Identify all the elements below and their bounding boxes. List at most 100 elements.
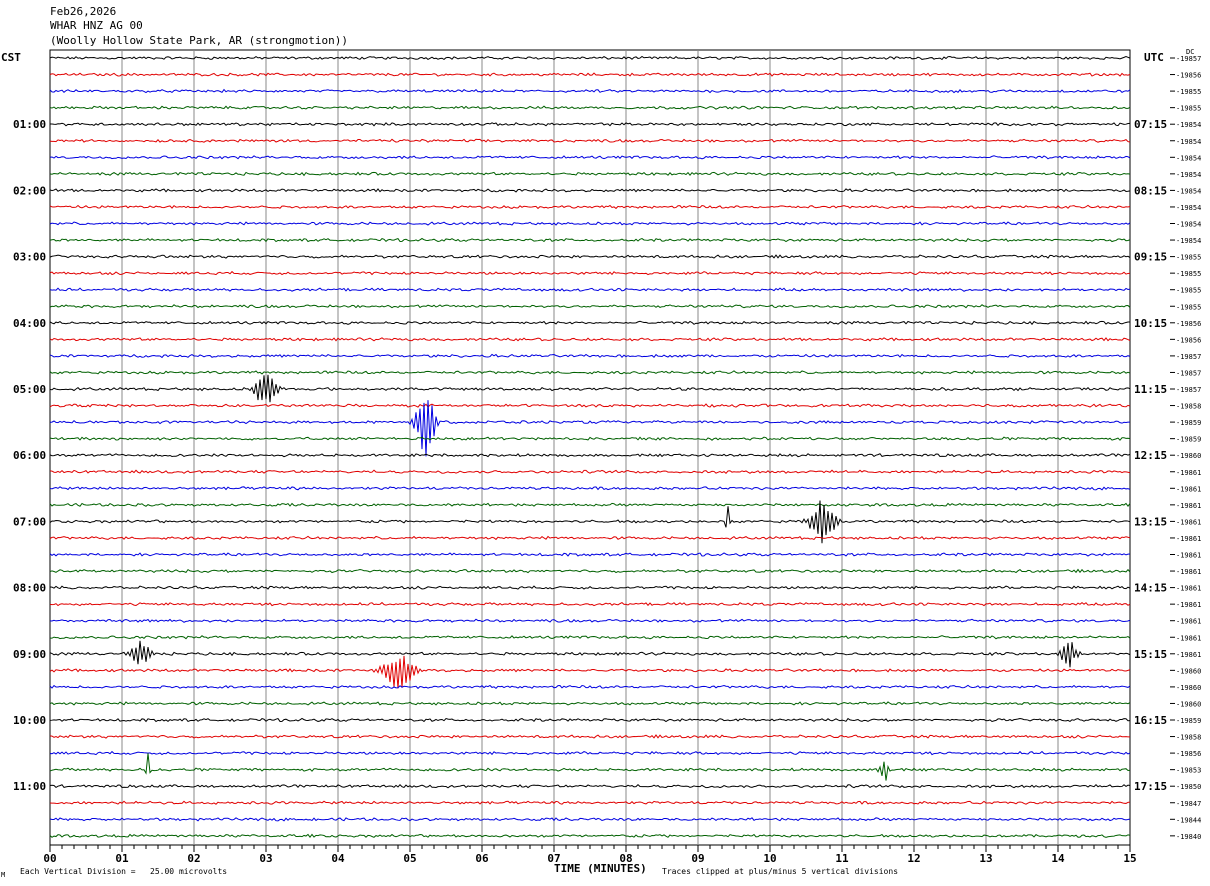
- dc-offset-label: -19858: [1176, 734, 1201, 742]
- dc-offset-label: -19855: [1176, 88, 1201, 96]
- dc-offset-label: -19855: [1176, 105, 1201, 113]
- dc-offset-label: -19861: [1176, 518, 1201, 526]
- dc-offset-label: -19860: [1176, 452, 1201, 460]
- seismic-trace: [49, 436, 1131, 441]
- utc-hour-label: 11:15: [1134, 383, 1167, 396]
- dc-offset-label: -19861: [1176, 535, 1201, 543]
- cst-hour-label: 11:00: [13, 780, 46, 793]
- seismic-trace: [49, 717, 1131, 723]
- seismic-trace: [49, 55, 1131, 61]
- vertical-scale-note: Each Vertical Division = 25.00 microvolt…: [20, 867, 228, 876]
- dc-offset-label: -19859: [1176, 436, 1201, 444]
- seismic-trace: [49, 817, 1131, 822]
- seismic-trace: [49, 270, 1131, 276]
- x-tick-label: 06: [475, 852, 489, 865]
- seismic-trace: [49, 370, 1131, 375]
- dc-offset-label: -19861: [1176, 552, 1201, 560]
- dc-offset-label: -19861: [1176, 618, 1201, 626]
- dc-offset-label: -19860: [1176, 700, 1201, 708]
- seismic-trace: [49, 287, 1131, 292]
- dc-offset-label: -19840: [1176, 833, 1201, 841]
- clipping-note: Traces clipped at plus/minus 5 vertical …: [662, 867, 899, 876]
- seismic-trace: [49, 204, 1131, 210]
- seismic-trace: [49, 655, 1131, 689]
- cst-hour-label: 07:00: [13, 515, 46, 528]
- timezone-right-label: UTC: [1144, 51, 1164, 64]
- x-axis-label: TIME (MINUTES): [554, 862, 647, 875]
- x-tick-label: 08: [619, 852, 632, 865]
- seismic-trace: [49, 750, 1131, 756]
- dc-offset-label: -19861: [1176, 634, 1201, 642]
- seismic-trace: [49, 469, 1131, 474]
- dc-offset-label: -19861: [1176, 568, 1201, 576]
- dc-offset-label: -19855: [1176, 254, 1201, 262]
- seismic-trace: [49, 138, 1131, 143]
- plot-frame: [49, 49, 1131, 846]
- seismic-trace: [49, 304, 1131, 309]
- seismic-trace: [49, 171, 1131, 177]
- seismic-trace: [49, 753, 1131, 781]
- x-tick-label: 09: [691, 852, 704, 865]
- seismic-trace: [49, 701, 1131, 706]
- seismic-trace: [49, 502, 1131, 508]
- utc-hour-label: 09:15: [1134, 251, 1167, 264]
- seismic-trace: [49, 635, 1131, 640]
- cst-hour-label: 06:00: [13, 449, 46, 462]
- utc-hour-label: 08:15: [1134, 184, 1167, 197]
- seismic-traces: [49, 55, 1131, 839]
- x-tick-label: 04: [331, 852, 345, 865]
- dc-offset-label: -19854: [1176, 171, 1201, 179]
- seismic-trace: [49, 684, 1131, 690]
- x-tick-label: 11: [835, 852, 849, 865]
- seismic-trace: [49, 734, 1131, 739]
- dc-offset-label: -19856: [1176, 72, 1201, 80]
- x-tick-label: 01: [115, 852, 129, 865]
- seismic-trace: [49, 221, 1131, 226]
- grid-lines: [49, 49, 1175, 852]
- x-tick-label: 05: [403, 852, 416, 865]
- dc-offset-label: -19859: [1176, 419, 1201, 427]
- seismic-trace: [49, 237, 1131, 243]
- seismic-trace: [49, 601, 1131, 607]
- utc-hour-label: 10:15: [1134, 317, 1167, 330]
- x-tick-label: 10: [763, 852, 776, 865]
- utc-hour-label: 17:15: [1134, 780, 1167, 793]
- timezone-left-label: CST: [1, 51, 21, 64]
- cst-hour-label: 04:00: [13, 317, 46, 330]
- dc-offset-label: -19857: [1176, 386, 1201, 394]
- seismic-trace: [49, 833, 1131, 839]
- seismic-trace: [49, 155, 1131, 160]
- dc-offset-label: -19855: [1176, 287, 1201, 295]
- seismic-trace: [49, 500, 1131, 544]
- utc-hour-label: 12:15: [1134, 449, 1167, 462]
- cst-hour-label: 10:00: [13, 714, 46, 727]
- x-tick-label: 15: [1123, 852, 1136, 865]
- seismic-trace: [49, 535, 1131, 541]
- dc-offset-label: -19854: [1176, 204, 1201, 212]
- seismic-trace: [49, 400, 1131, 457]
- dc-offset-label: -19857: [1176, 353, 1201, 361]
- utc-hour-label: 16:15: [1134, 714, 1167, 727]
- dc-offset-label: -19861: [1176, 651, 1201, 659]
- cst-hour-label: 08:00: [13, 582, 46, 595]
- utc-hour-label: 13:15: [1134, 515, 1167, 528]
- dc-offset-label: -19860: [1176, 684, 1201, 692]
- seismic-trace: [49, 337, 1131, 342]
- dc-offset-label: -19856: [1176, 750, 1201, 758]
- seismic-trace: [49, 374, 1131, 403]
- dc-offset-label: -19844: [1176, 816, 1201, 824]
- cst-hour-label: 05:00: [13, 383, 46, 396]
- dc-offset-label: -19854: [1176, 221, 1201, 229]
- dc-offset-label: -19854: [1176, 187, 1201, 195]
- dc-offset-label: -19850: [1176, 783, 1201, 791]
- seismic-trace: [49, 320, 1130, 326]
- seismic-trace: [49, 188, 1131, 193]
- dc-offset-label: -19855: [1176, 303, 1201, 311]
- dc-offset-label: -19861: [1176, 585, 1201, 593]
- seismic-trace: [49, 105, 1131, 110]
- utc-hour-label: 07:15: [1134, 118, 1167, 131]
- dc-offset-label: -19854: [1176, 138, 1201, 146]
- x-tick-label: 14: [1051, 852, 1065, 865]
- dc-offset-label: -19861: [1176, 601, 1201, 609]
